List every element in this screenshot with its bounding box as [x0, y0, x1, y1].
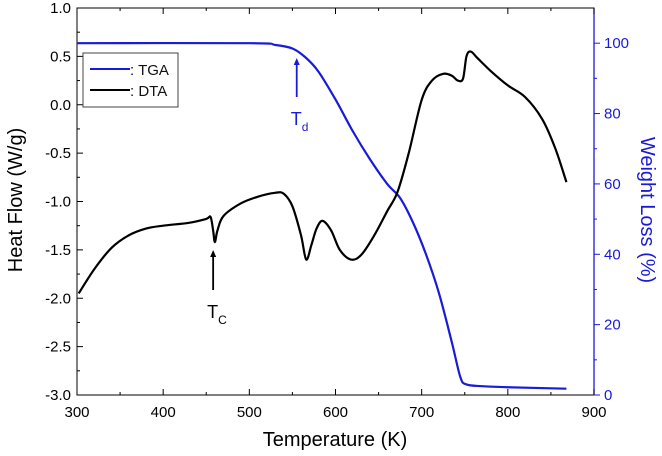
y2-tick-label: 60 — [604, 176, 621, 193]
x-tick-label: 300 — [64, 404, 89, 421]
arrow-head-icon — [293, 58, 300, 65]
y2-tick-label: 100 — [604, 35, 629, 52]
y-tick-label: 1.0 — [50, 0, 71, 17]
x-tick-label: 800 — [495, 404, 520, 421]
legend-dta: : DTA — [130, 83, 167, 100]
x-tick-label: 700 — [409, 404, 434, 421]
y2-axis-label: Weight Loss (%) — [636, 137, 658, 283]
legend: : TGA : DTA — [82, 52, 179, 108]
legend-tga: : TGA — [130, 62, 169, 79]
y2-tick-label: 40 — [604, 246, 621, 263]
y-tick-label: -2.5 — [45, 339, 71, 356]
annotation-label: Td — [291, 109, 309, 134]
y-tick-label: -3.0 — [45, 387, 71, 404]
y-tick-label: -2.0 — [45, 290, 71, 307]
x-tick-label: 500 — [237, 404, 262, 421]
x-tick-label: 600 — [323, 404, 348, 421]
y-tick-label: -0.5 — [45, 145, 71, 162]
y-tick-label: -1.5 — [45, 242, 71, 259]
x-tick-label: 900 — [581, 404, 606, 421]
x-tick-label: 400 — [151, 404, 176, 421]
y-tick-label: 0.0 — [50, 97, 71, 114]
tga-line — [76, 41, 567, 390]
y-axis-label: Heat Flow (W/g) — [5, 128, 27, 272]
y2-tick-label: 0 — [604, 387, 612, 404]
arrow-head-icon — [210, 250, 217, 257]
y2-tick-label: 80 — [604, 106, 621, 123]
dta-line — [77, 50, 568, 295]
y-tick-label: -1.0 — [45, 194, 71, 211]
y-tick-label: 0.5 — [50, 48, 71, 65]
y2-tick-label: 20 — [604, 317, 621, 334]
x-axis-label: Temperature (K) — [263, 429, 408, 451]
annotation-label: TC — [207, 302, 227, 327]
